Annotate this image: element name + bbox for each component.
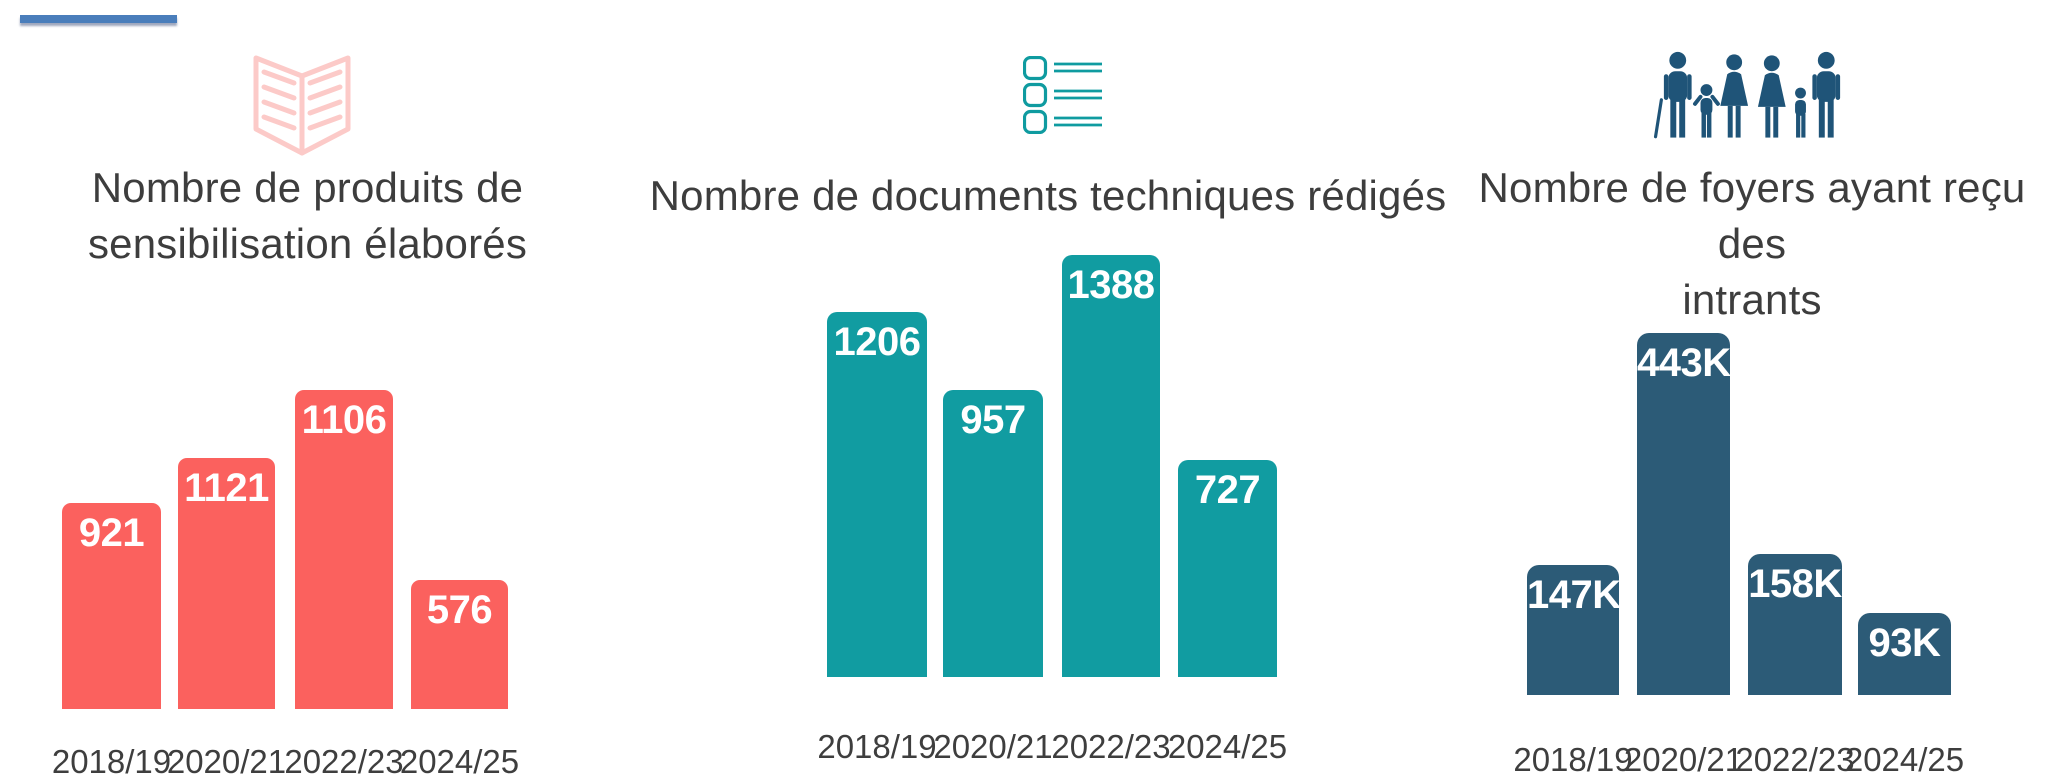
bar-foyers-intrants-2018-19: 147K bbox=[1527, 565, 1621, 695]
chart-title-line: intrants bbox=[1682, 276, 1822, 323]
bar-produits-sensibilisation-2018-19: 921 bbox=[62, 503, 161, 709]
bar-value-label: 158K bbox=[1748, 562, 1842, 606]
bar-value-label: 921 bbox=[78, 511, 145, 555]
bar-produits-sensibilisation-2020-21: 1121 bbox=[178, 458, 275, 709]
category-label: 2022/23 bbox=[1735, 741, 1855, 778]
bar-documents-techniques-2020-21: 957 bbox=[943, 390, 1043, 677]
chart-title-foyers: Nombre de foyers ayant reçu des intrants bbox=[1452, 160, 2050, 328]
chart-title-produits: Nombre de produits de sensibilisation él… bbox=[25, 160, 590, 272]
chart-title-line: Nombre de documents techniques rédigés bbox=[649, 172, 1447, 219]
category-label: 2018/19 bbox=[51, 743, 172, 780]
bar-foyers-intrants-2024-25: 93K bbox=[1858, 613, 1951, 695]
bar-documents-techniques-2024-25: 727 bbox=[1178, 460, 1277, 677]
open-book-icon bbox=[252, 53, 352, 157]
bar-value-label: 1106 bbox=[301, 398, 387, 442]
bar-value-label: 727 bbox=[1194, 468, 1261, 512]
category-label: 2022/23 bbox=[1051, 728, 1171, 765]
category-label: 2024/25 bbox=[1167, 728, 1288, 765]
category-label: 2020/21 bbox=[166, 743, 287, 780]
category-label: 2018/19 bbox=[817, 728, 937, 765]
bar-produits-sensibilisation-2022-23: 1106 bbox=[295, 390, 393, 709]
category-label: 2018/19 bbox=[1513, 741, 1633, 778]
bar-value-label: 957 bbox=[960, 398, 1026, 442]
accent-line bbox=[20, 15, 177, 23]
bar-value-label: 93K bbox=[1868, 621, 1941, 665]
bar-value-label: 1206 bbox=[833, 320, 921, 364]
bar-value-label: 576 bbox=[426, 588, 493, 632]
chart-title-line: Nombre de foyers ayant reçu des bbox=[1478, 164, 2026, 267]
chart-title-line: sensibilisation élaborés bbox=[87, 220, 528, 267]
category-label: 2024/25 bbox=[399, 743, 520, 780]
checklist-icon bbox=[1023, 56, 1103, 134]
category-label: 2020/21 bbox=[1623, 741, 1744, 778]
bar-value-label: 1121 bbox=[184, 466, 269, 510]
chart-title-line: Nombre de produits de bbox=[91, 164, 524, 211]
bar-foyers-intrants-2020-21: 443K bbox=[1637, 333, 1731, 695]
bar-foyers-intrants-2022-23: 158K bbox=[1748, 554, 1842, 695]
category-label: 2022/23 bbox=[284, 743, 404, 780]
bar-documents-techniques-2022-23: 1388 bbox=[1062, 255, 1160, 677]
category-label: 2024/25 bbox=[1844, 741, 1965, 778]
bar-documents-techniques-2018-19: 1206 bbox=[827, 312, 927, 677]
bar-value-label: 1388 bbox=[1067, 263, 1155, 307]
bar-produits-sensibilisation-2024-25: 576 bbox=[411, 580, 508, 709]
bar-value-label: 443K bbox=[1637, 341, 1731, 385]
chart-title-documents: Nombre de documents techniques rédigés bbox=[638, 168, 1458, 224]
bar-value-label: 147K bbox=[1527, 573, 1621, 617]
category-label: 2020/21 bbox=[933, 728, 1053, 765]
family-icon bbox=[1653, 50, 1851, 140]
